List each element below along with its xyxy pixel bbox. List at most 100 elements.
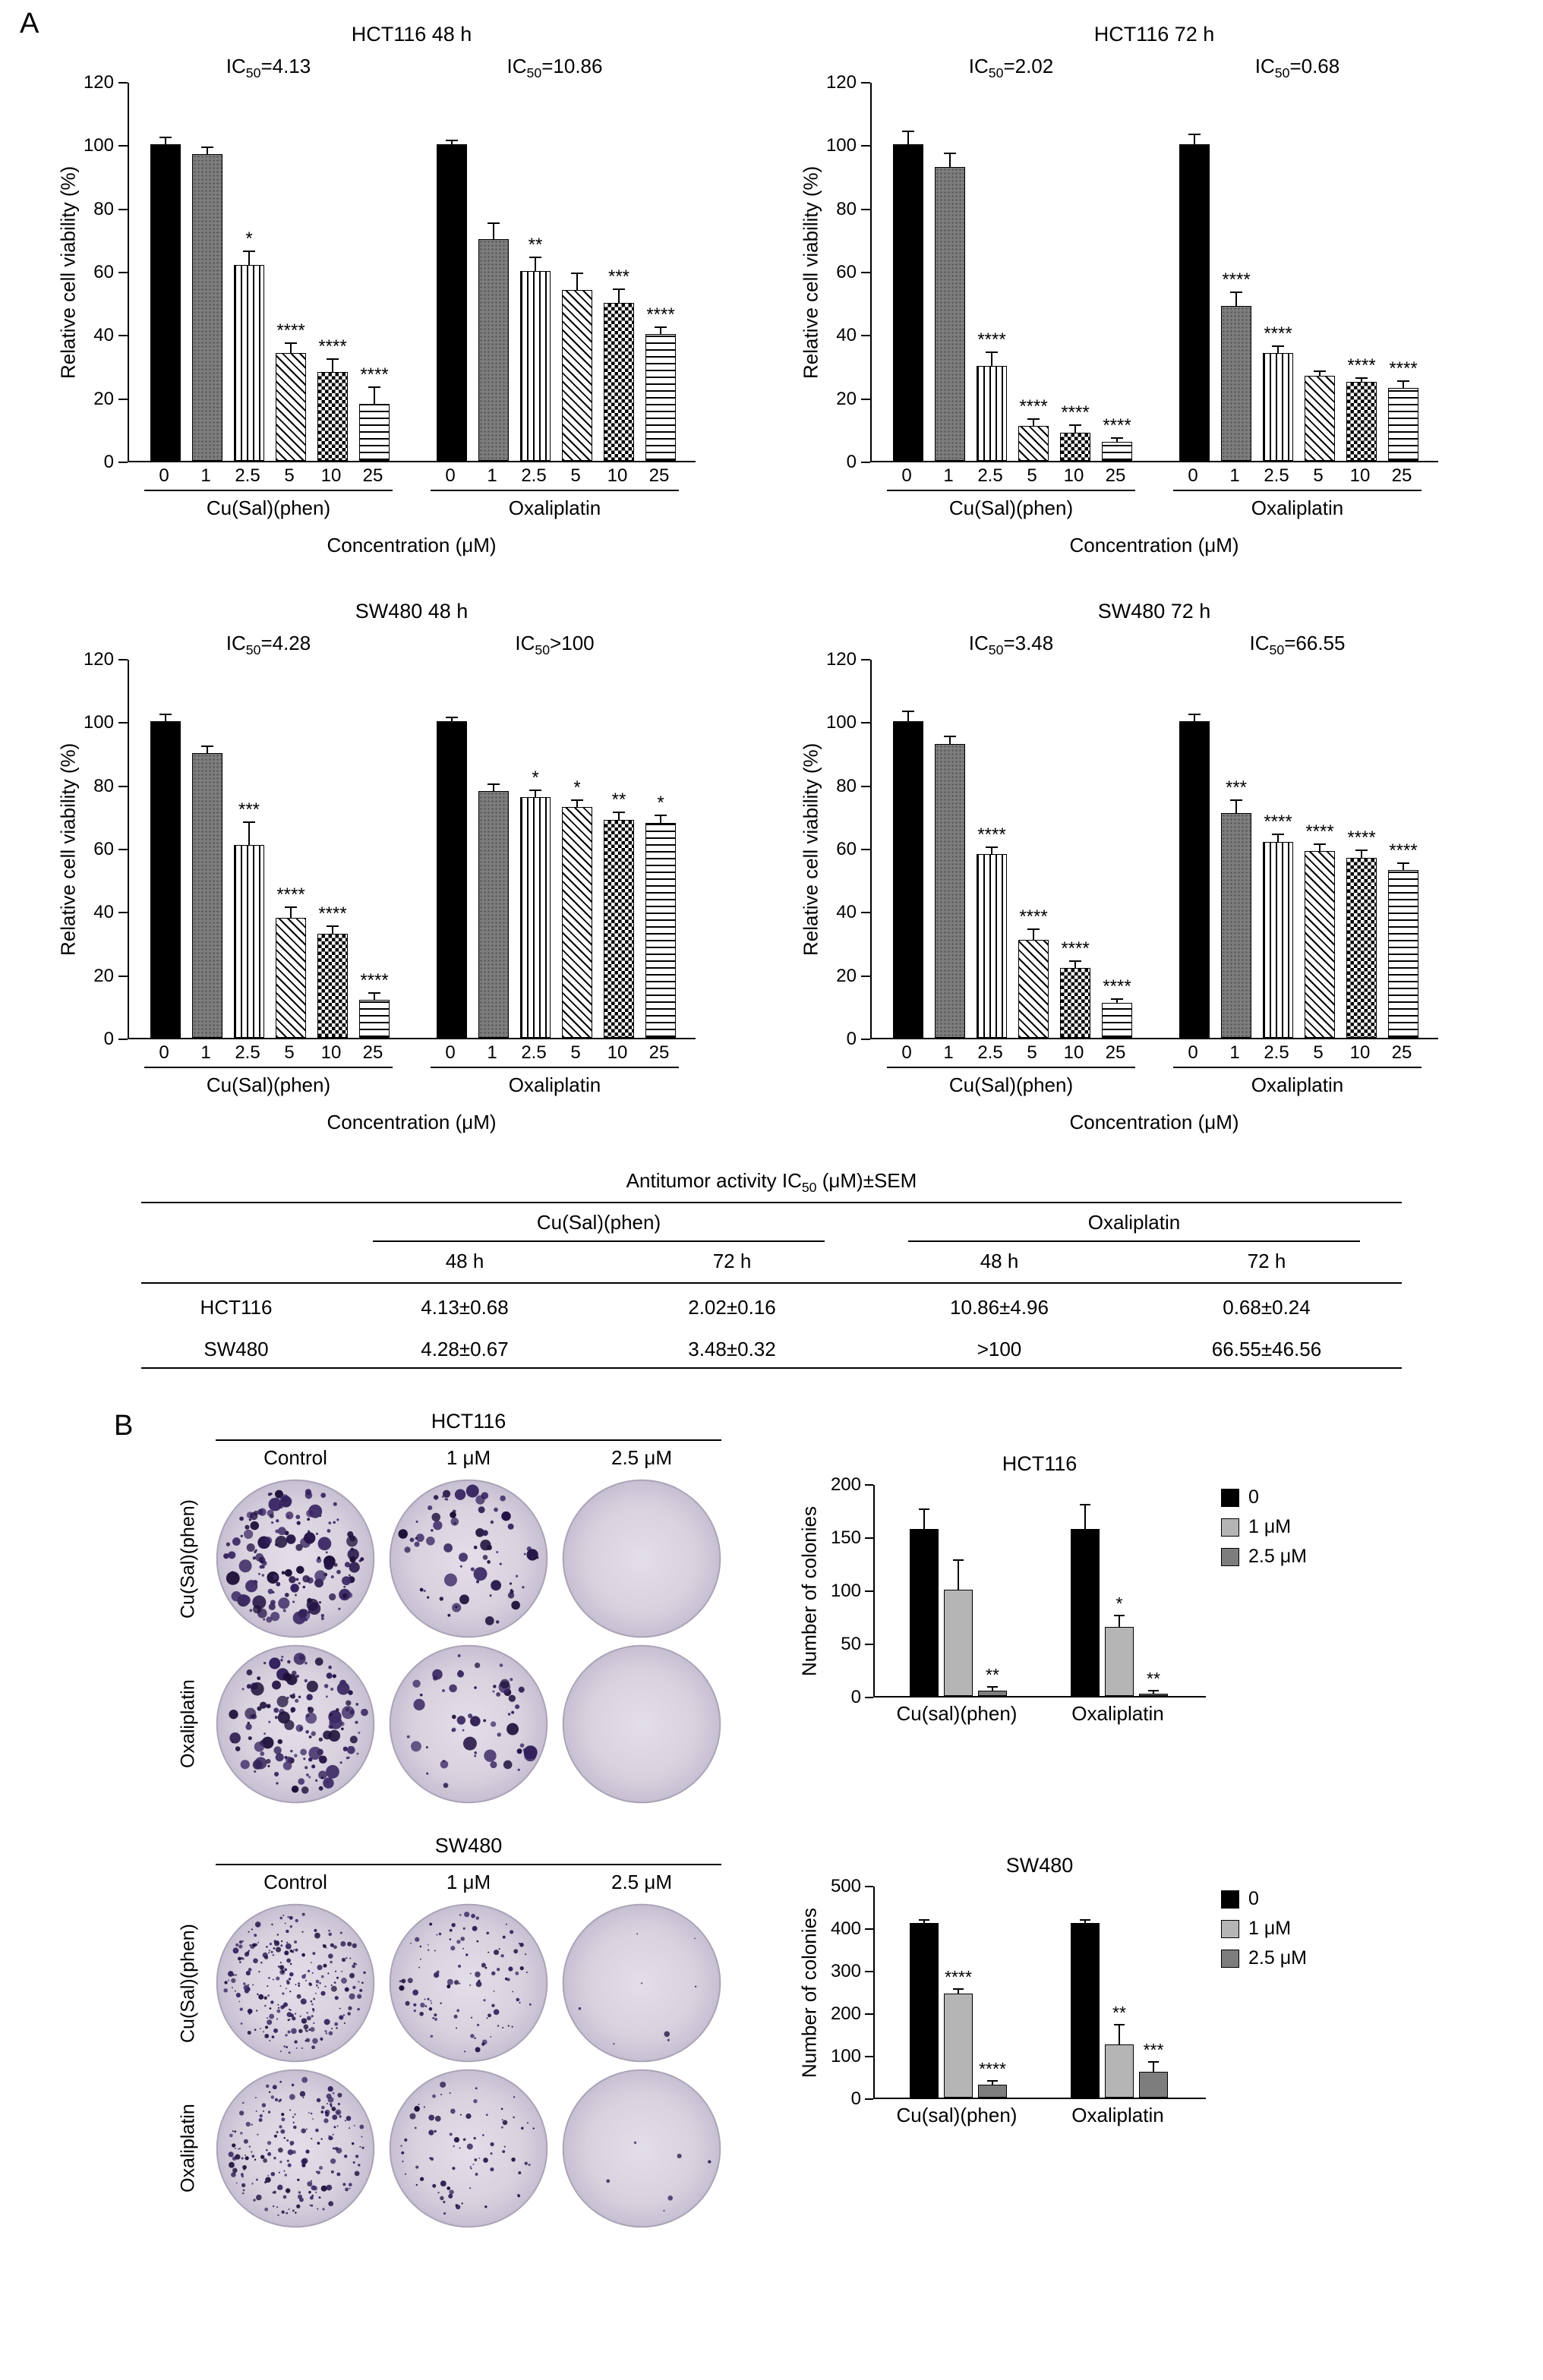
category-label-row: Cu(sal)(phen) Oxaliplatin	[873, 2099, 1206, 2128]
colony-dot	[310, 2000, 313, 2003]
bar	[317, 372, 348, 461]
colony-dot	[459, 1594, 469, 1605]
colony-dot	[455, 1606, 458, 1609]
colony-dot	[413, 1698, 425, 1710]
colony-dot	[286, 2188, 291, 2193]
colony-dot	[315, 2191, 317, 2193]
colony-dot	[349, 2187, 351, 2189]
colony-dot	[311, 2003, 314, 2006]
colony-dot	[263, 1561, 267, 1564]
y-axis-label: Number of colonies	[797, 1506, 821, 1676]
bar	[910, 1529, 939, 1696]
colony-dot	[330, 1943, 334, 1947]
chart-hct116-72h: HCT116 72 h Relative cell viability (%) 0 2…	[796, 23, 1517, 557]
y-tick-mark	[118, 272, 128, 273]
colony-dot	[482, 1555, 488, 1560]
bar	[192, 753, 222, 1038]
colony-dot	[311, 2204, 314, 2207]
table-subheader: 48 h	[445, 1250, 484, 1272]
colony-dot	[308, 1776, 311, 1779]
colony-dot	[525, 1971, 529, 1974]
ic50-table: Antitumor activity IC50 (μM)±SEM Cu(Sal)…	[141, 1169, 1402, 1369]
colony-dot	[341, 1970, 343, 1972]
colony-dot	[523, 1553, 526, 1556]
colony-dot	[434, 2115, 441, 2122]
colony-dot	[308, 1735, 312, 1739]
significance-stars: **	[1112, 2002, 1126, 2022]
colony-dot	[339, 2007, 341, 2010]
y-tick-label: 100	[83, 712, 114, 733]
colony-dot	[257, 1993, 259, 1996]
x-tick-label: 1	[943, 1042, 954, 1063]
dish-base	[562, 1479, 721, 1638]
colony-dot	[308, 2029, 311, 2031]
legend-label: 2.5 μM	[1248, 1546, 1307, 1567]
y-tick-mark	[861, 659, 870, 660]
colony-dot	[235, 1943, 239, 1947]
colony-dot	[474, 2158, 478, 2161]
error-bar	[535, 791, 536, 798]
error-bar-cap	[201, 745, 213, 747]
colony-dot	[339, 1721, 345, 1726]
colony-dot	[441, 1495, 444, 1498]
colony-dot	[274, 1543, 278, 1546]
colony-dot	[263, 1618, 266, 1621]
colony-dot	[341, 1978, 347, 1984]
bar	[276, 917, 306, 1038]
colony-dot	[268, 1720, 271, 1723]
colony-dot	[708, 2160, 712, 2164]
y-tick-mark	[865, 1537, 873, 1539]
colony-dot	[418, 2103, 420, 2106]
colony-dot	[273, 2134, 277, 2138]
colony-dot	[311, 2045, 316, 2050]
colony-dot	[428, 1505, 433, 1511]
error-bar-cap	[571, 799, 583, 801]
x-tick-label: 10	[1063, 465, 1084, 486]
colony-dot	[287, 2163, 292, 2167]
error-bar-cap	[1148, 2061, 1159, 2063]
colony-dot	[447, 1613, 451, 1617]
colony-dot	[284, 1593, 289, 1597]
colony-dot	[240, 2132, 243, 2135]
x-tick-row: 0 1 2.5 5 10 25 0 1 2.5 5 10 25	[870, 462, 1438, 488]
colony-dot	[486, 2017, 488, 2019]
colony-dot	[414, 2106, 420, 2112]
colony-dot	[263, 1662, 267, 1665]
colony-dot	[294, 2013, 297, 2015]
legend-item: 2.5 μM	[1221, 1546, 1307, 1568]
colony-dot	[413, 2010, 416, 2013]
significance-stars: *	[573, 777, 581, 798]
colony-dot	[414, 1541, 420, 1547]
colony-dot	[346, 1745, 355, 1754]
colony-dot	[306, 2016, 311, 2021]
bar	[1179, 721, 1210, 1038]
x-tick-label: 1	[200, 1042, 211, 1063]
petri-dish-image	[562, 1644, 721, 1804]
colony-dot	[283, 2136, 286, 2139]
colony-dot	[330, 1575, 334, 1579]
colony-dot	[336, 2027, 338, 2029]
colony-dot	[490, 1761, 497, 1769]
colony-dot	[320, 2110, 324, 2114]
colony-dot	[295, 1578, 299, 1581]
y-tick-label: 50	[841, 1634, 861, 1654]
colony-dot	[470, 2016, 473, 2019]
colony-dot	[257, 1941, 260, 1943]
colony-dot	[459, 2147, 461, 2149]
y-tick-mark	[118, 1039, 128, 1040]
colony-dot	[247, 2031, 251, 2035]
colony-dot	[292, 2150, 296, 2155]
colony-dot	[245, 1971, 251, 1976]
colony-dot	[664, 2031, 671, 2038]
colony-dot	[287, 2019, 290, 2022]
colony-dot	[328, 2201, 334, 2207]
error-bar	[1319, 844, 1321, 852]
colony-dot	[231, 1571, 235, 1575]
error-bar	[374, 993, 375, 1000]
colony-dot	[286, 2139, 289, 2142]
colony-dish	[216, 1644, 375, 1804]
colony-dot	[519, 1966, 524, 1971]
colony-dot	[496, 1620, 500, 1624]
colony-dot	[295, 1918, 298, 1923]
colony-dot	[322, 1944, 325, 1947]
